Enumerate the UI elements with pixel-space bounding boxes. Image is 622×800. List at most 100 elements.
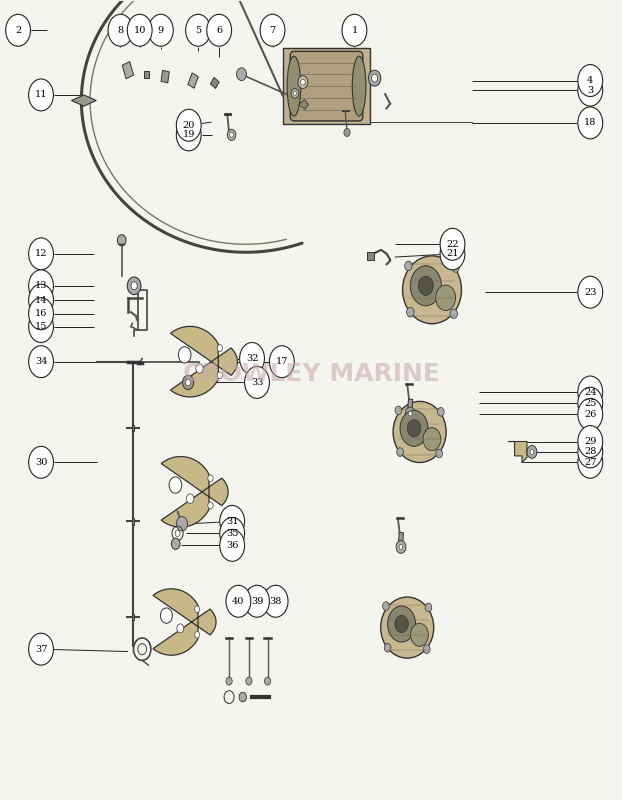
Circle shape xyxy=(578,65,603,97)
Circle shape xyxy=(395,406,402,414)
Circle shape xyxy=(108,14,133,46)
Circle shape xyxy=(437,407,444,416)
Circle shape xyxy=(220,506,244,538)
Circle shape xyxy=(406,407,415,420)
Circle shape xyxy=(236,68,246,81)
Circle shape xyxy=(29,284,53,316)
Polygon shape xyxy=(153,589,216,655)
Ellipse shape xyxy=(393,402,446,462)
Circle shape xyxy=(342,14,367,46)
Text: CROWLEY MARINE: CROWLEY MARINE xyxy=(183,362,439,386)
Circle shape xyxy=(226,677,232,685)
Circle shape xyxy=(187,494,194,503)
Text: 28: 28 xyxy=(584,447,596,457)
Text: 4: 4 xyxy=(587,76,593,85)
Text: 7: 7 xyxy=(269,26,276,34)
Circle shape xyxy=(226,586,251,618)
Circle shape xyxy=(436,449,442,458)
Circle shape xyxy=(397,448,404,456)
Circle shape xyxy=(530,450,534,454)
Circle shape xyxy=(300,79,305,85)
Text: 11: 11 xyxy=(35,90,47,99)
Text: 19: 19 xyxy=(182,130,195,139)
Circle shape xyxy=(384,643,391,652)
Circle shape xyxy=(371,74,378,82)
Text: 29: 29 xyxy=(584,437,596,446)
Text: 9: 9 xyxy=(158,26,164,34)
Circle shape xyxy=(269,346,294,378)
Text: 24: 24 xyxy=(584,387,596,397)
Ellipse shape xyxy=(352,56,366,116)
Circle shape xyxy=(383,602,389,610)
Text: 37: 37 xyxy=(35,645,47,654)
Circle shape xyxy=(409,411,412,416)
Text: 25: 25 xyxy=(584,398,596,408)
Circle shape xyxy=(29,346,53,378)
Circle shape xyxy=(131,282,137,290)
FancyBboxPatch shape xyxy=(399,532,404,542)
Text: 8: 8 xyxy=(118,26,124,34)
Text: 26: 26 xyxy=(584,410,596,419)
Text: 16: 16 xyxy=(35,310,47,318)
Circle shape xyxy=(128,277,141,294)
Circle shape xyxy=(29,298,53,330)
Circle shape xyxy=(578,426,603,458)
Circle shape xyxy=(440,228,465,260)
Circle shape xyxy=(578,398,603,430)
FancyBboxPatch shape xyxy=(283,48,370,124)
Circle shape xyxy=(185,14,210,46)
Circle shape xyxy=(419,276,434,295)
Text: 23: 23 xyxy=(584,288,596,297)
Circle shape xyxy=(128,14,152,46)
Text: 2: 2 xyxy=(15,26,21,34)
Text: 12: 12 xyxy=(35,250,47,258)
Circle shape xyxy=(118,234,126,246)
Text: 40: 40 xyxy=(232,597,244,606)
FancyBboxPatch shape xyxy=(210,78,219,89)
Circle shape xyxy=(396,541,406,554)
Circle shape xyxy=(436,285,455,310)
Circle shape xyxy=(196,364,203,374)
Text: 31: 31 xyxy=(226,517,238,526)
Text: 5: 5 xyxy=(195,26,201,34)
FancyBboxPatch shape xyxy=(290,51,363,121)
Text: 17: 17 xyxy=(276,357,288,366)
Circle shape xyxy=(291,89,299,98)
Circle shape xyxy=(220,518,244,550)
Circle shape xyxy=(260,14,285,46)
Circle shape xyxy=(160,608,172,623)
Text: 30: 30 xyxy=(35,458,47,466)
Circle shape xyxy=(263,586,288,618)
Circle shape xyxy=(344,129,350,137)
Text: 27: 27 xyxy=(584,458,596,466)
Circle shape xyxy=(578,74,603,106)
Text: 22: 22 xyxy=(446,240,459,249)
FancyBboxPatch shape xyxy=(408,399,413,409)
Circle shape xyxy=(208,475,213,482)
Circle shape xyxy=(230,133,233,138)
Polygon shape xyxy=(72,95,96,106)
Circle shape xyxy=(29,446,53,478)
FancyBboxPatch shape xyxy=(122,62,134,78)
Circle shape xyxy=(177,624,183,633)
Circle shape xyxy=(407,420,420,437)
Circle shape xyxy=(246,677,252,685)
Circle shape xyxy=(195,631,200,638)
Text: 20: 20 xyxy=(182,121,195,130)
FancyBboxPatch shape xyxy=(132,614,134,621)
Circle shape xyxy=(149,14,173,46)
Text: 36: 36 xyxy=(226,541,238,550)
Circle shape xyxy=(405,261,412,270)
Text: 21: 21 xyxy=(446,250,459,258)
Circle shape xyxy=(176,119,201,151)
Circle shape xyxy=(172,538,180,550)
Ellipse shape xyxy=(381,597,434,658)
Text: 13: 13 xyxy=(35,282,47,290)
Circle shape xyxy=(411,266,442,306)
Circle shape xyxy=(185,379,190,386)
FancyBboxPatch shape xyxy=(132,518,134,525)
FancyBboxPatch shape xyxy=(161,70,169,83)
Circle shape xyxy=(244,586,269,618)
Text: 18: 18 xyxy=(584,118,596,127)
Circle shape xyxy=(578,387,603,419)
